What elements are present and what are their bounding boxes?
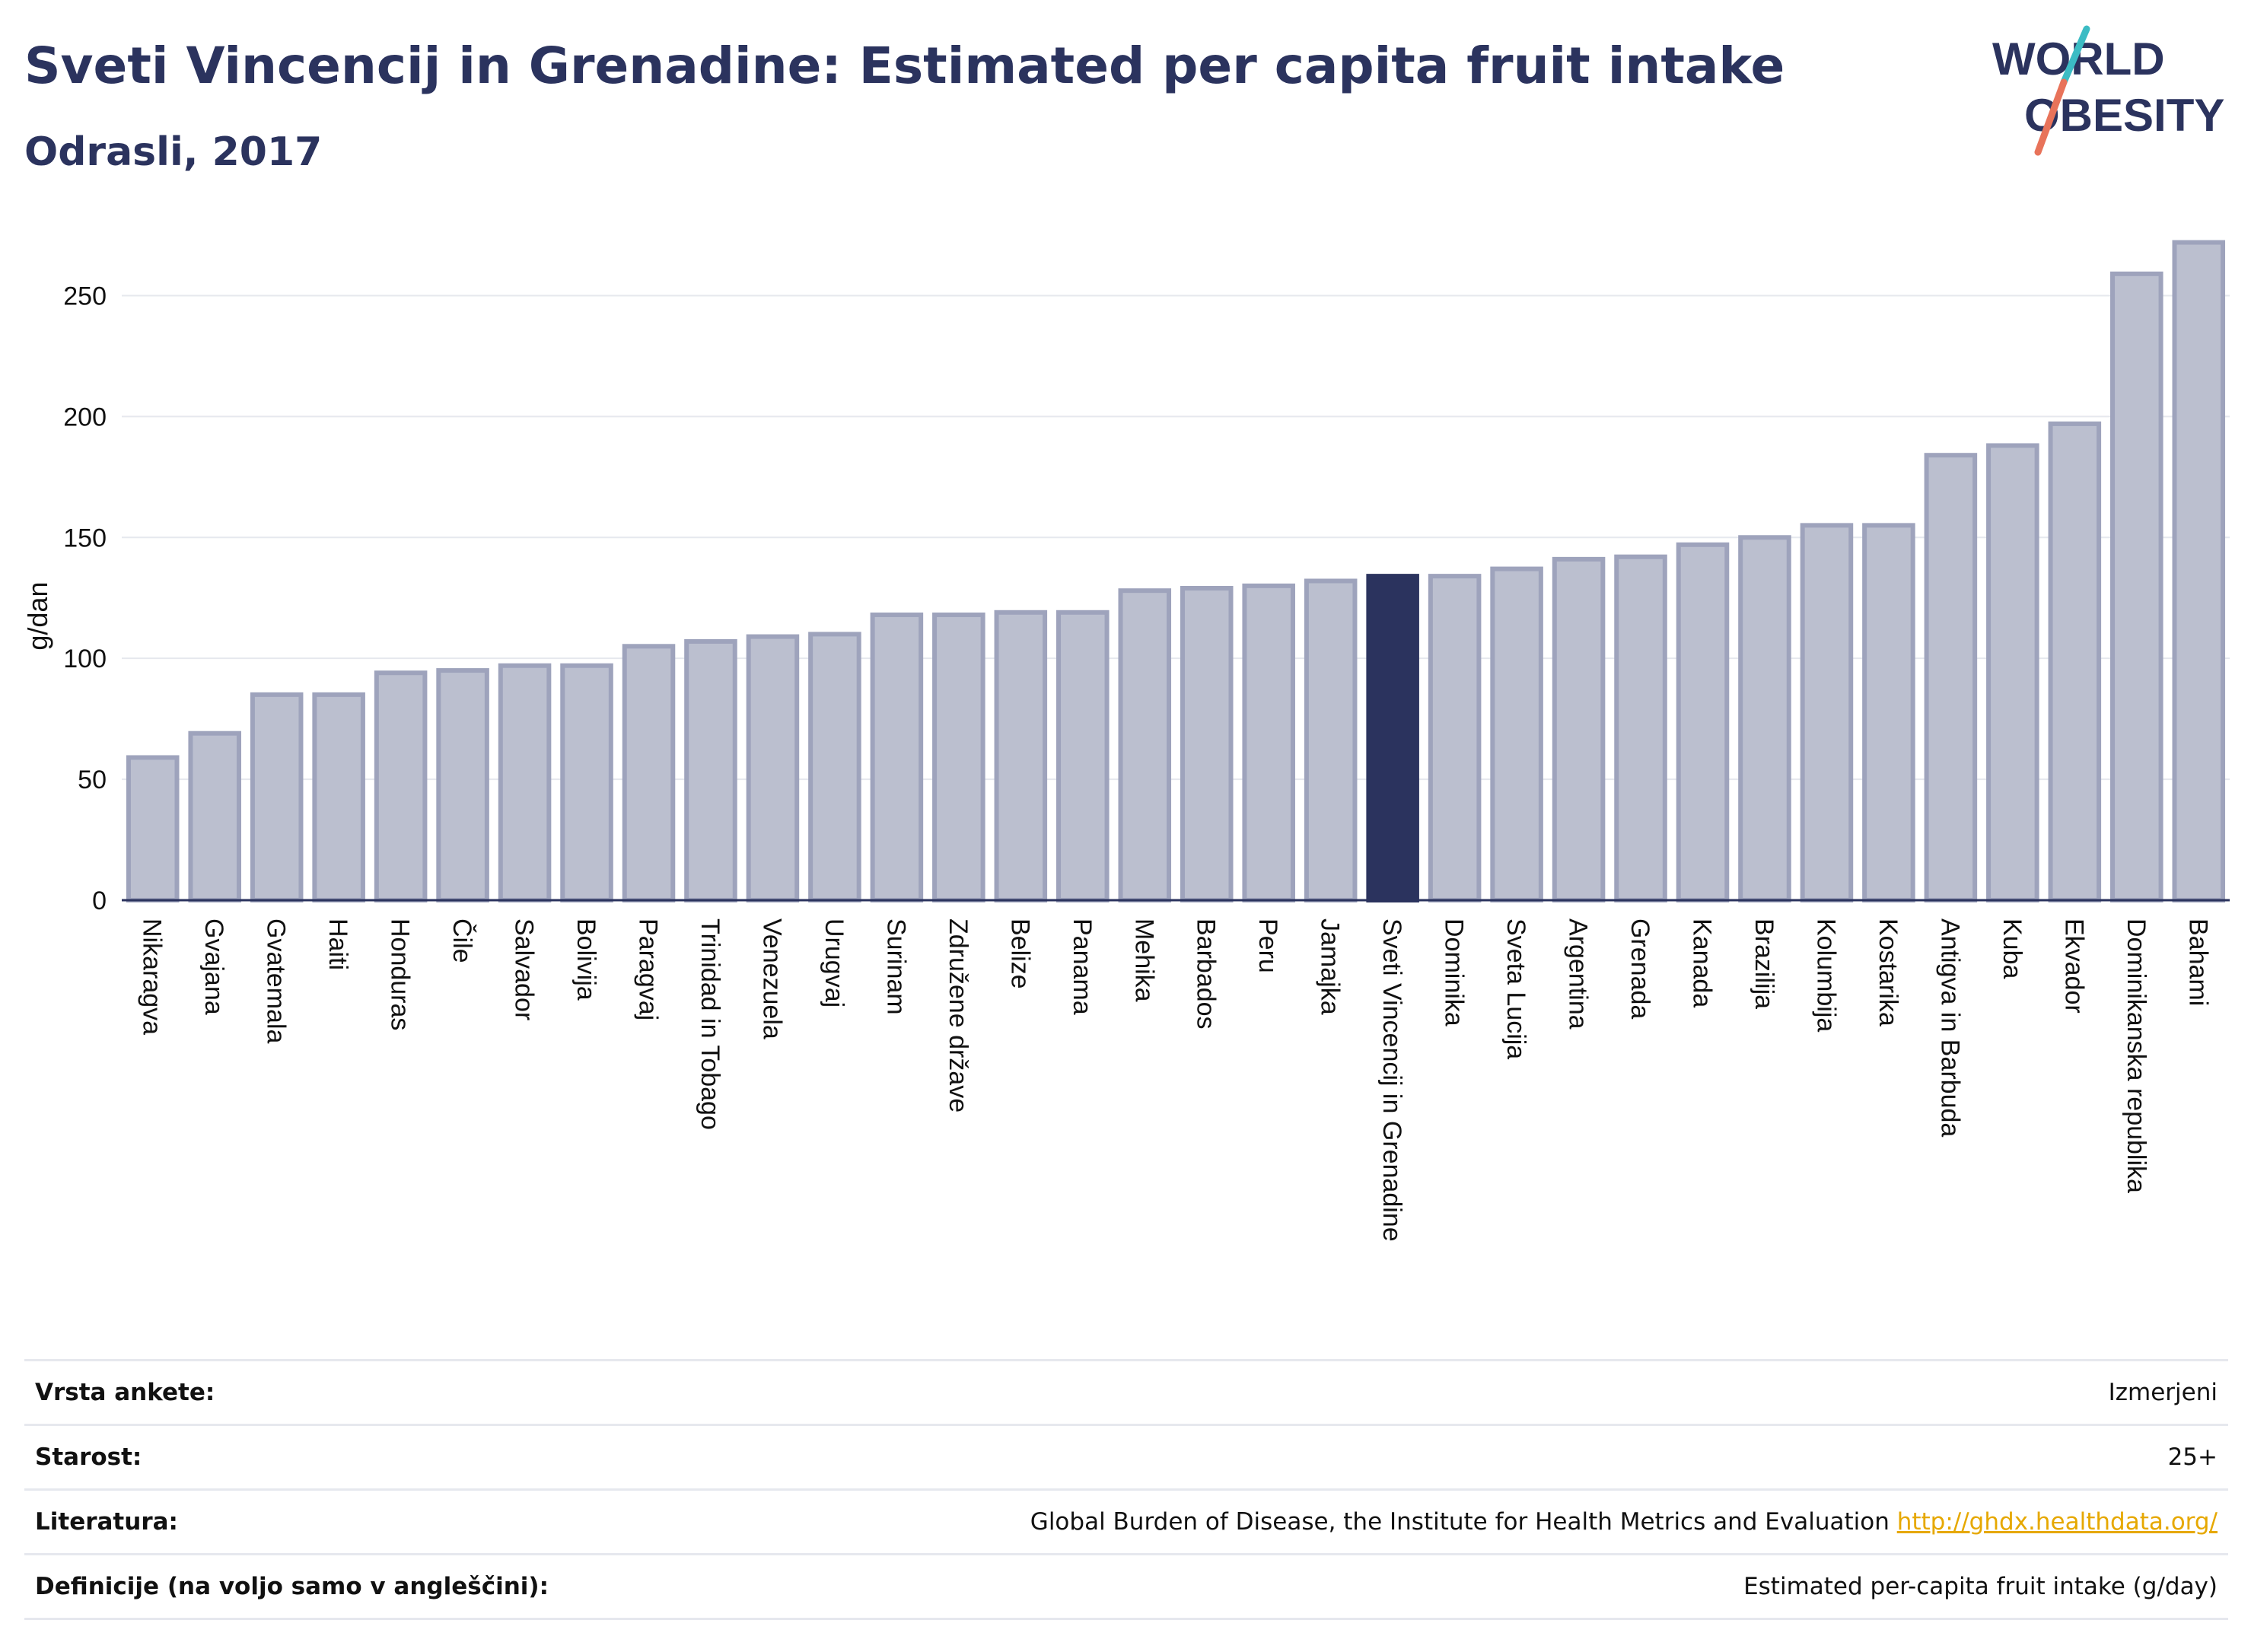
x-tick-label: Kostarika	[1874, 918, 1902, 1027]
y-axis-ticks: 0 50 100 150 200 250	[63, 282, 107, 915]
source-link[interactable]: http://ghdx.healthdata.org/	[1896, 1508, 2218, 1536]
x-tick-label: Gvajana	[199, 918, 228, 1015]
x-tick-label: Nikaragva	[138, 918, 167, 1035]
x-tick-label: Venezuela	[757, 918, 786, 1039]
world-obesity-logo: WORLD OBESITY	[1992, 25, 2224, 156]
x-tick-label: Ekvador	[2059, 918, 2088, 1014]
x-tick-label: Bolivija	[572, 918, 600, 1001]
bar	[312, 692, 365, 902]
bar	[1738, 535, 1791, 902]
bar	[1056, 610, 1110, 903]
metadata-row-survey: Vrsta ankete: Izmerjeni	[24, 1359, 2228, 1424]
bar	[436, 668, 489, 903]
metadata-label: Literatura:	[35, 1508, 178, 1536]
x-tick-label: Brazilija	[1750, 918, 1778, 1009]
bar	[1180, 586, 1234, 902]
y-tick-label: 50	[78, 766, 107, 794]
bar	[1862, 523, 1915, 902]
bar	[684, 638, 737, 903]
x-tick-label: Dominikanska republika	[2122, 918, 2151, 1193]
bar	[1800, 523, 1854, 902]
x-tick-label: Urugvaj	[820, 918, 849, 1007]
metadata-value: Global Burden of Disease, the Institute …	[1030, 1508, 1890, 1536]
x-tick-label: Sveti Vincencij in Grenadine	[1377, 918, 1406, 1242]
bar	[1304, 578, 1358, 902]
logo-slash-teal	[2060, 25, 2090, 86]
bar	[126, 755, 180, 902]
x-tick-label: Peru	[1253, 918, 1282, 973]
x-tick-label: Argentina	[1564, 918, 1593, 1030]
metadata-row-age: Starost: 25+	[24, 1424, 2228, 1488]
x-tick-label: Paragvaj	[634, 918, 663, 1020]
x-tick-label: Čile	[447, 918, 476, 963]
x-tick-label: Dominika	[1440, 918, 1469, 1027]
metadata-value-container: Global Burden of Disease, the Institute …	[1030, 1508, 2228, 1536]
x-tick-label: Gvatemala	[262, 918, 291, 1043]
x-tick-label: Mehika	[1129, 918, 1158, 1002]
x-tick-label: Sveta Lucija	[1501, 918, 1530, 1059]
metadata-row-references: Literatura: Global Burden of Disease, th…	[24, 1488, 2228, 1553]
x-tick-label: Barbados	[1192, 918, 1221, 1030]
bar	[1924, 453, 1978, 902]
y-tick-label: 200	[63, 403, 107, 431]
bars	[126, 240, 2226, 903]
bar-chart: 0 50 100 150 200 250 Nikaragva Gvajana Gvatemal…	[22, 240, 2230, 1242]
bar	[560, 663, 613, 902]
bar	[1614, 554, 1667, 902]
x-tick-label: Bahami	[2183, 918, 2212, 1006]
x-axis-labels: Nikaragva Gvajana Gvatemala Haiti Honduras Či…	[138, 918, 2213, 1242]
bar	[188, 731, 241, 902]
x-tick-label: Haiti	[323, 918, 352, 970]
bar	[1986, 443, 2039, 902]
x-tick-label: Trinidad in Tobago	[696, 918, 724, 1130]
bar	[1242, 583, 1295, 902]
bar	[746, 634, 800, 902]
bar	[808, 632, 861, 903]
x-tick-label: Antigva in Barbuda	[1935, 918, 1964, 1137]
bar	[2172, 240, 2226, 902]
y-tick-label: 100	[63, 645, 107, 673]
y-tick-label: 0	[92, 886, 107, 915]
metadata-value: Estimated per-capita fruit intake (g/day…	[1743, 1573, 2218, 1600]
x-tick-label: Panama	[1068, 918, 1097, 1015]
bar	[498, 663, 552, 902]
bar	[1118, 588, 1172, 903]
x-tick-label: Jamajka	[1316, 918, 1345, 1015]
bar	[2048, 421, 2102, 902]
x-tick-label: Honduras	[386, 918, 415, 1030]
bar	[1428, 574, 1482, 903]
metadata-label: Vrsta ankete:	[35, 1379, 215, 1406]
x-tick-label: Združene države	[944, 918, 973, 1112]
bar	[2110, 271, 2163, 903]
metadata-label: Definicije (na voljo samo v angleščini):	[35, 1573, 549, 1600]
logo-slash-coral	[2034, 78, 2068, 156]
x-tick-label: Grenada	[1625, 918, 1654, 1019]
bar-highlighted	[1366, 574, 1419, 903]
y-tick-label: 150	[63, 524, 107, 552]
y-tick-label: 250	[63, 282, 107, 310]
x-tick-label: Salvador	[510, 918, 539, 1020]
bar	[932, 612, 985, 902]
x-tick-label: Kuba	[1998, 918, 2027, 979]
metadata-value: Izmerjeni	[2108, 1379, 2218, 1406]
bar	[250, 692, 304, 902]
x-tick-label: Belize	[1005, 918, 1034, 989]
bar	[622, 644, 676, 902]
metadata-label: Starost:	[35, 1444, 142, 1471]
bar	[1490, 566, 1543, 902]
x-tick-label: Kanada	[1688, 918, 1717, 1007]
bar	[374, 670, 428, 902]
x-tick-label: Surinam	[881, 918, 910, 1015]
chart-subtitle: Odrasli, 2017	[24, 129, 323, 175]
metadata-table: Vrsta ankete: Izmerjeni Starost: 25+ Lit…	[24, 1359, 2228, 1620]
y-axis-title: g/dan	[22, 582, 53, 651]
bar	[994, 610, 1048, 903]
metadata-row-definitions: Definicije (na voljo samo v angleščini):…	[24, 1553, 2228, 1620]
metadata-value: 25+	[2167, 1444, 2218, 1471]
chart-title: Sveti Vincencij in Grenadine: Estimated …	[24, 37, 1785, 95]
bar	[1552, 556, 1606, 902]
bar	[870, 612, 924, 902]
x-tick-label: Kolumbija	[1811, 918, 1840, 1032]
bar	[1676, 542, 1730, 902]
